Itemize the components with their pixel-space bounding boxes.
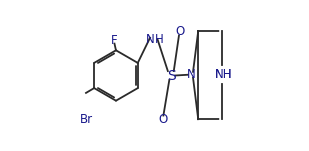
Text: N: N bbox=[146, 33, 154, 46]
Text: NH: NH bbox=[214, 68, 232, 81]
Text: O: O bbox=[175, 24, 184, 38]
Text: N: N bbox=[186, 68, 195, 81]
Text: O: O bbox=[158, 113, 167, 127]
Text: NH: NH bbox=[214, 68, 232, 81]
Text: S: S bbox=[167, 69, 176, 82]
Text: F: F bbox=[111, 34, 118, 47]
Text: H: H bbox=[154, 33, 163, 46]
Text: Br: Br bbox=[80, 113, 93, 126]
